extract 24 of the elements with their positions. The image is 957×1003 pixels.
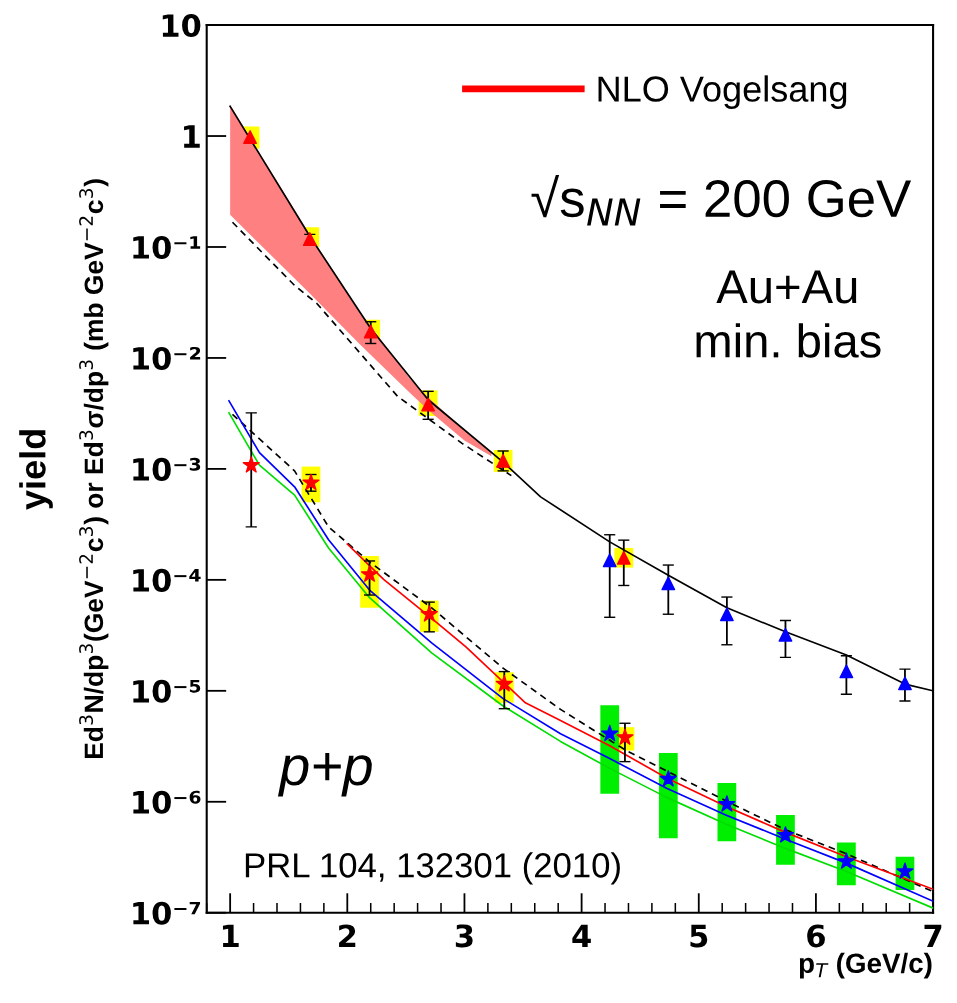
- annotation: Au+Au min. bias: [696, 270, 881, 358]
- y-tick-label: 10⁻²: [133, 346, 201, 370]
- y-tick-label: 10⁻⁶: [133, 790, 201, 814]
- x-tick-label: 4: [572, 924, 591, 948]
- y-tick-label: 10: [162, 14, 201, 38]
- x-tick-label: 6: [807, 924, 825, 948]
- y-tick-label: 10⁻³: [133, 457, 201, 481]
- legend-label: NLO Vogelsang: [598, 75, 847, 109]
- x-tick-label: 3: [455, 924, 473, 948]
- y-tick-label: 10⁻⁷: [133, 901, 201, 925]
- text: yield: [19, 430, 53, 510]
- y-tick-label: 10⁻¹: [133, 235, 201, 260]
- annotation: PRL 104, 132301 (2010): [245, 852, 620, 885]
- annotation: √s$_{NN}$ = 200 GeV: [531, 175, 912, 226]
- x-tick-label: 5: [690, 924, 708, 948]
- x-axis-title: p$_{T}$ (GeV/c): [799, 952, 932, 979]
- annotation: p+p: [277, 753, 372, 797]
- x-tick-label: 2: [339, 924, 356, 948]
- y-tick-label: 10⁻⁵: [133, 679, 201, 703]
- x-tick-label: 7: [924, 924, 942, 948]
- y-tick-label: 10⁻⁴: [133, 568, 201, 592]
- x-tick-label: 1: [222, 924, 239, 948]
- y-tick-label: 1: [184, 125, 200, 148]
- text: Ed$^{3}$N/dp$^{3}$(GeV$^{−2}$c$^{3}$) or Ed$^{3}$σ/dp$^{3}$ (mb GeV$^{−2}$c$^{3}$): [79, 179, 109, 759]
